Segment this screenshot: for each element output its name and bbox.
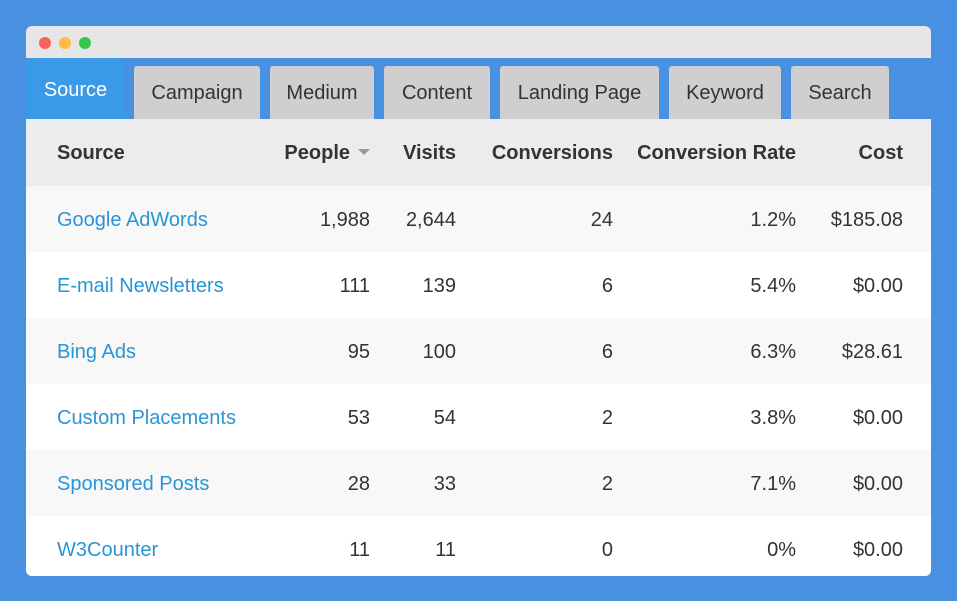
visits-value: 139 — [422, 275, 456, 297]
people-value: 1,988 — [319, 209, 370, 231]
window-titlebar — [26, 26, 931, 58]
cost-value: $28.61 — [841, 341, 903, 363]
table-row: W3Counter 11 11 0 0% $0.00 — [26, 516, 931, 576]
conversion-rate-value: 1.2% — [750, 209, 796, 231]
column-header-cost[interactable]: Cost — [858, 142, 903, 164]
column-header-conversions[interactable]: Conversions — [491, 142, 613, 164]
conversions-value: 0 — [601, 539, 613, 561]
column-header-source[interactable]: Source — [57, 142, 125, 164]
source-link[interactable]: W3Counter — [57, 539, 159, 561]
conversion-rate-value: 5.4% — [750, 275, 796, 297]
cost-value: $0.00 — [852, 473, 903, 495]
cost-value: $0.00 — [852, 407, 903, 429]
conversions-value: 6 — [601, 341, 613, 363]
conversion-rate-value: 0% — [767, 539, 796, 561]
tab-content[interactable]: Content — [384, 66, 490, 119]
conversions-value: 6 — [601, 275, 613, 297]
tab-landing-page[interactable]: Landing Page — [500, 66, 659, 119]
column-header-visits[interactable]: Visits — [403, 142, 456, 164]
app-window: Source Campaign Medium Content Landing P… — [26, 26, 931, 576]
minimize-window-button[interactable] — [59, 37, 71, 49]
conversions-value: 2 — [601, 407, 613, 429]
column-header-people[interactable]: People — [284, 119, 370, 185]
source-link[interactable]: Bing Ads — [57, 341, 136, 363]
maximize-window-button[interactable] — [79, 37, 91, 49]
source-link[interactable]: Google AdWords — [57, 209, 208, 231]
visits-value: 100 — [422, 341, 456, 363]
table-header-row: Source People Visits Conversions Convers… — [26, 119, 931, 186]
people-value: 111 — [339, 275, 370, 297]
cost-value: $185.08 — [830, 209, 903, 231]
conversions-value: 2 — [601, 473, 613, 495]
table-row: Bing Ads 95 100 6 6.3% $28.61 — [26, 318, 931, 384]
table-row: Google AdWords 1,988 2,644 24 1.2% $185.… — [26, 186, 931, 252]
table-row: E-mail Newsletters 111 139 6 5.4% $0.00 — [26, 252, 931, 318]
tab-search[interactable]: Search — [791, 66, 889, 119]
tab-campaign[interactable]: Campaign — [134, 66, 260, 119]
table-row: Sponsored Posts 28 33 2 7.1% $0.00 — [26, 450, 931, 516]
tab-source[interactable]: Source — [26, 58, 125, 119]
conversion-rate-value: 6.3% — [750, 341, 796, 363]
conversions-value: 24 — [590, 209, 613, 231]
people-value: 28 — [347, 473, 370, 495]
source-link[interactable]: Custom Placements — [57, 407, 236, 429]
column-header-conversion-rate[interactable]: Conversion Rate — [637, 142, 796, 164]
conversion-rate-value: 7.1% — [750, 473, 796, 495]
people-value: 11 — [349, 539, 370, 561]
sort-descending-icon — [358, 149, 370, 156]
visits-value: 33 — [433, 473, 456, 495]
conversion-rate-value: 3.8% — [750, 407, 796, 429]
data-table: Source People Visits Conversions Convers… — [26, 119, 931, 576]
tab-keyword[interactable]: Keyword — [669, 66, 781, 119]
cost-value: $0.00 — [852, 539, 903, 561]
visits-value: 11 — [435, 539, 456, 561]
visits-value: 54 — [433, 407, 456, 429]
visits-value: 2,644 — [405, 209, 456, 231]
source-link[interactable]: E-mail Newsletters — [57, 275, 224, 297]
table-row: Custom Placements 53 54 2 3.8% $0.00 — [26, 384, 931, 450]
cost-value: $0.00 — [852, 275, 903, 297]
column-header-people-label: People — [284, 142, 350, 164]
people-value: 95 — [347, 341, 370, 363]
people-value: 53 — [347, 407, 370, 429]
source-link[interactable]: Sponsored Posts — [57, 473, 210, 495]
close-window-button[interactable] — [39, 37, 51, 49]
tab-bar: Source Campaign Medium Content Landing P… — [26, 58, 931, 119]
tab-medium[interactable]: Medium — [270, 66, 374, 119]
